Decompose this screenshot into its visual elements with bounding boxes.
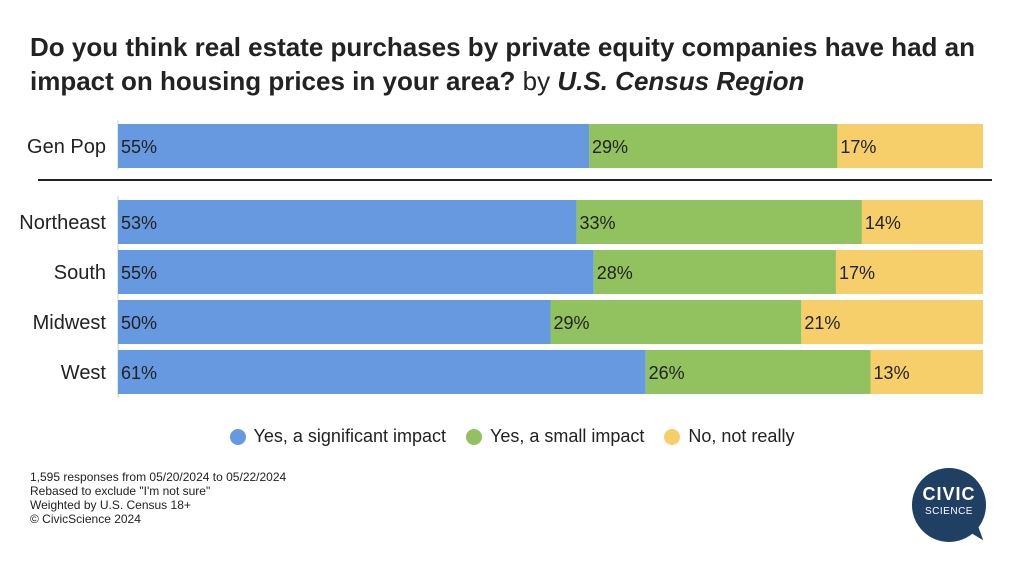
- bar-gen-pop-series-1: [589, 124, 838, 168]
- data-label-gen-pop-series-0: 55%: [121, 137, 157, 157]
- category-label-northeast: Northeast: [19, 212, 106, 234]
- title-segment: U.S. Census Region: [557, 66, 805, 96]
- bar-gen-pop-series-0: [118, 124, 590, 168]
- data-label-midwest-series-1: 29%: [554, 313, 590, 333]
- bar-south-series-0: [118, 250, 594, 294]
- category-label-midwest: Midwest: [33, 312, 107, 334]
- bar-midwest-series-0: [118, 300, 551, 344]
- footnotes: 1,595 responses from 05/20/2024 to 05/22…: [30, 470, 286, 526]
- bar-northeast-series-1: [576, 200, 862, 244]
- stacked-bar-chart: 55% 29% 17% Gen Pop 53% 33% 14% Northeast 55% 28%…: [19, 120, 992, 398]
- bar-northeast-series-0: [118, 200, 577, 244]
- bar-west-series-0: [118, 350, 646, 394]
- logo-circle: [912, 468, 986, 542]
- data-label-west-series-0: 61%: [121, 363, 157, 383]
- bar-midwest-series-1: [550, 300, 802, 344]
- category-label-west: West: [61, 362, 107, 384]
- data-label-west-series-2: 13%: [874, 363, 910, 383]
- data-label-northeast-series-0: 53%: [121, 213, 157, 233]
- legend-swatch-significant: [229, 428, 246, 445]
- title-by: by: [522, 66, 551, 96]
- civicscience-logo: CIVIC SCIENCE: [912, 468, 992, 548]
- data-label-south-series-0: 55%: [121, 263, 157, 283]
- title-main: Do you think real estate purchases by pr…: [30, 32, 975, 96]
- legend-item-not-really: No, not really: [664, 426, 794, 447]
- bar-gen-pop-series-2: [837, 124, 983, 168]
- footnote-weighting: Weighted by U.S. Census 18+: [30, 498, 191, 512]
- data-label-gen-pop-series-1: 29%: [592, 137, 628, 157]
- data-label-south-series-2: 17%: [839, 263, 875, 283]
- data-label-midwest-series-2: 21%: [804, 313, 840, 333]
- data-label-west-series-1: 26%: [649, 363, 685, 383]
- legend-label-not-really: No, not really: [688, 426, 795, 446]
- data-label-midwest-series-0: 50%: [121, 313, 157, 333]
- bar-south-series-1: [593, 250, 836, 294]
- legend-item-significant: Yes, a significant impact: [229, 426, 446, 447]
- bar-midwest-series-2: [801, 300, 983, 344]
- data-label-south-series-1: 28%: [597, 263, 633, 283]
- legend-label-significant: Yes, a significant impact: [253, 426, 446, 446]
- footnote-copyright: © CivicScience 2024: [30, 512, 141, 526]
- category-label-south: South: [54, 262, 106, 284]
- footnote-rebased: Rebased to exclude "I'm not sure": [30, 484, 211, 498]
- footnote-responses: 1,595 responses from 05/20/2024 to 05/22…: [30, 470, 287, 484]
- legend-item-small: Yes, a small impact: [465, 426, 645, 447]
- bar-west-series-2: [870, 350, 983, 394]
- legend: Yes, a significant impact Yes, a small i…: [0, 426, 1024, 447]
- legend-label-small: Yes, a small impact: [489, 426, 645, 446]
- legend-swatch-not-really: [664, 428, 681, 445]
- data-label-northeast-series-2: 14%: [865, 213, 901, 233]
- logo-text-science: SCIENCE: [925, 506, 973, 517]
- bar-south-series-2: [835, 250, 983, 294]
- legend-swatch-small: [465, 428, 482, 445]
- data-label-northeast-series-1: 33%: [579, 213, 615, 233]
- bar-west-series-1: [645, 350, 871, 394]
- data-label-gen-pop-series-2: 17%: [840, 137, 876, 157]
- logo-text-civic: CIVIC: [922, 484, 976, 504]
- category-label-gen-pop: Gen Pop: [27, 136, 106, 158]
- bar-northeast-series-2: [861, 200, 983, 244]
- chart-title: Do you think real estate purchases by pr…: [30, 30, 1000, 98]
